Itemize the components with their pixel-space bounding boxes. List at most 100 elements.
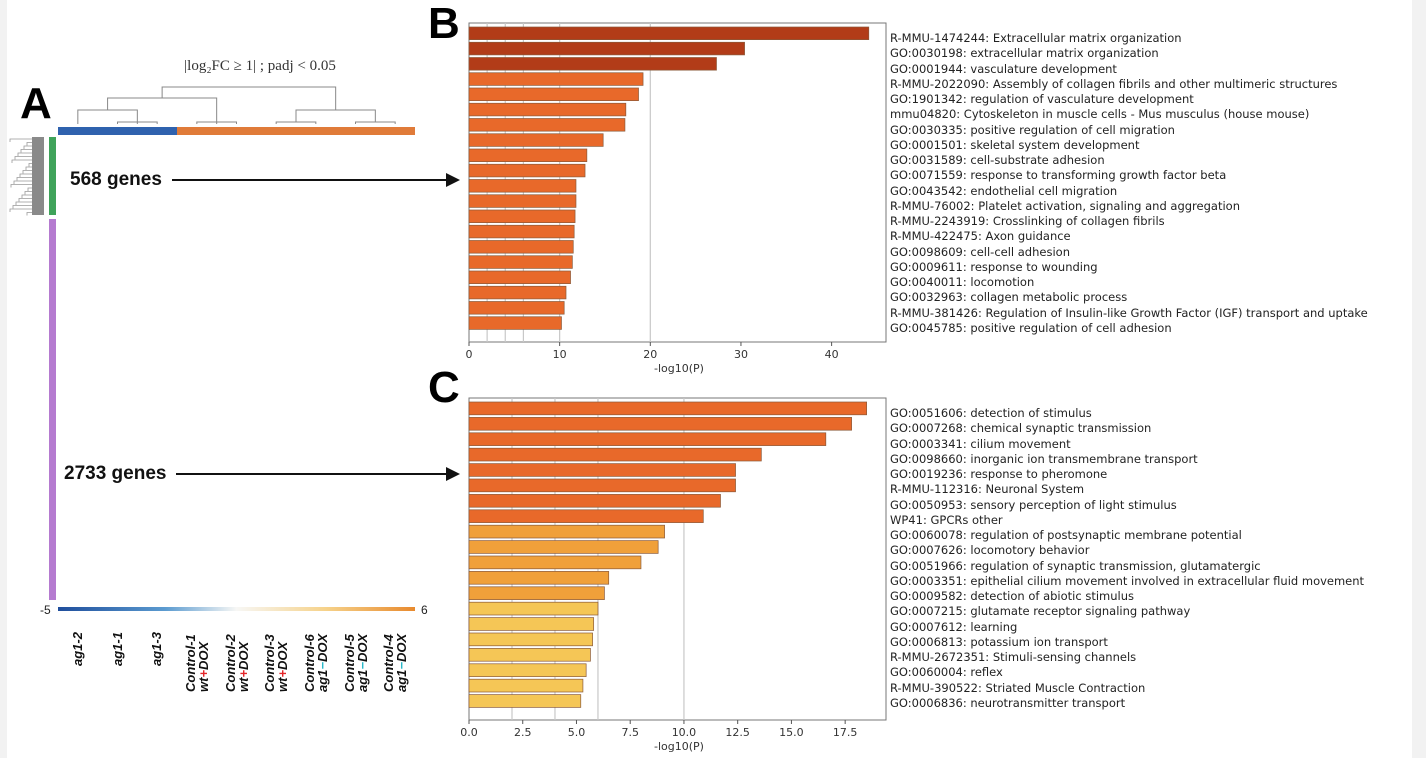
term-label: GO:0050953: sensory perception of light …: [890, 497, 1177, 512]
bar: [468, 586, 605, 600]
bar: [468, 316, 562, 330]
x-axis-title: -log10(P): [654, 362, 704, 375]
term-label: R-MMU-2243919: Crosslinking of collagen …: [890, 214, 1165, 228]
bar: [468, 179, 577, 193]
bar: [468, 87, 639, 101]
dendrogram-branch: [13, 180, 32, 184]
term-label: GO:0006813: potassium ion transport: [890, 634, 1108, 649]
x-tick-label: 17.5: [833, 726, 858, 739]
arrow-568-head: [446, 173, 460, 187]
panel-label-c: C: [428, 363, 460, 412]
term-label: R-MMU-422475: Axon guidance: [890, 229, 1071, 244]
bar: [468, 509, 704, 523]
sample-name: Control-1: [182, 634, 198, 692]
sample-condition: wt+DOX: [195, 641, 211, 692]
dendrogram-branch: [355, 121, 396, 124]
sample-name: ag1-1: [109, 632, 125, 666]
cluster-bar-down: [49, 219, 56, 600]
dendrogram-branch: [14, 156, 32, 160]
term-label: GO:0043542: endothelial cell migration: [890, 183, 1118, 198]
bar: [468, 133, 604, 147]
bar: [468, 209, 576, 223]
term-label: GO:0045785: positive regulation of cell …: [890, 320, 1172, 335]
sample-condition: wt+DOX: [235, 641, 251, 692]
bar: [468, 102, 627, 117]
x-tick-label: 40: [825, 348, 839, 361]
sample-condition: ag1−DOX: [314, 633, 330, 692]
sample-label: ag1-2: [69, 632, 85, 666]
dendrogram-branch: [23, 145, 32, 149]
cluster-label-2733: 2733 genes: [64, 463, 167, 484]
group-bar-ag1: [58, 127, 177, 135]
plot-frame: [468, 22, 887, 343]
dendrogram-branch: [275, 121, 317, 124]
term-label: GO:0007215: glutamate receptor signaling…: [890, 604, 1191, 619]
sample-label: Control-1 wt+DOX: [182, 634, 211, 692]
bar: [468, 285, 567, 300]
term-label: GO:0051966: regulation of synaptic trans…: [890, 558, 1261, 573]
term-label: R-MMU-2672351: Stimuli-sensing channels: [890, 650, 1137, 664]
x-axis-title: -log10(P): [654, 740, 704, 753]
term-label: GO:0071559: response to transforming gro…: [890, 168, 1227, 183]
bar: [468, 163, 586, 178]
sample-name: ag1-2: [69, 632, 85, 666]
color-scale-min: -5: [40, 603, 51, 617]
x-tick-label: 5.0: [568, 726, 586, 739]
bar: [468, 148, 588, 162]
term-label: GO:1901342: regulation of vasculature de…: [890, 92, 1194, 106]
bar: [468, 478, 736, 493]
sample-condition: ag1−DOX: [354, 633, 370, 692]
arrow-2733-head: [446, 467, 460, 481]
x-tick-label: 20: [643, 348, 657, 361]
bar: [468, 57, 717, 71]
bar: [468, 432, 827, 446]
term-label: GO:0006836: neurotransmitter transport: [890, 695, 1126, 710]
term-label: GO:0030335: positive regulation of cell …: [890, 122, 1175, 137]
bar: [468, 632, 593, 647]
bar: [468, 648, 591, 662]
dendrogram-branch: [18, 198, 32, 202]
term-label: mmu04820: Cytoskeleton in muscle cells -…: [890, 107, 1310, 122]
heatmap-filter-title: |log₂FC ≥ 1| ; padj < 0.05: [184, 58, 336, 74]
term-label: GO:0001501: skeletal system development: [890, 137, 1140, 152]
dendrogram-branch: [22, 170, 32, 174]
sample-label: ag1-3: [149, 632, 164, 666]
term-label: GO:0031589: cell-substrate adhesion: [890, 153, 1105, 167]
sample-label: Control-5 ag1−DOX: [342, 633, 370, 692]
sample-name: Control-6: [301, 634, 317, 692]
bar: [468, 255, 573, 269]
dendrogram-branch: [16, 177, 32, 181]
dendrogram-branch: [24, 191, 32, 195]
dendrogram-branch: [9, 138, 32, 142]
dendrogram-branch: [17, 152, 32, 156]
term-label: GO:0060004: reflex: [890, 665, 1003, 680]
term-label: GO:0040011: locomotion: [890, 275, 1035, 289]
dendrogram-branch: [27, 187, 32, 191]
dendrogram-branch: [15, 201, 32, 205]
bar: [468, 447, 762, 462]
term-label: GO:0030198: extracellular matrix organiz…: [890, 46, 1159, 61]
term-label: GO:0019236: response to pheromone: [890, 467, 1108, 481]
dendrogram-branch: [12, 205, 32, 209]
sample-name: Control-2: [222, 634, 238, 692]
term-label: GO:0098609: cell-cell adhesion: [890, 244, 1070, 259]
sample-label: Control-6 ag1−DOX: [301, 633, 330, 692]
bar: [468, 401, 867, 416]
bar: [468, 72, 644, 86]
term-label: GO:0007268: chemical synaptic transmissi…: [890, 421, 1152, 436]
term-label: GO:0032963: collagen metabolic process: [890, 290, 1128, 305]
bar: [468, 240, 574, 254]
row-dendrogram: [9, 137, 44, 216]
dendrogram-branch: [21, 194, 32, 198]
right-margin-strip: [1412, 0, 1426, 758]
bar: [468, 678, 584, 693]
bar: [468, 224, 575, 239]
bar: [468, 463, 736, 477]
sample-label: Control-2 wt+DOX: [222, 634, 251, 692]
bar: [468, 194, 577, 208]
dendrogram-branch: [9, 208, 32, 212]
term-label: GO:0007626: locomotory behavior: [890, 543, 1090, 558]
bar: [468, 540, 659, 554]
term-label: GO:0007612: learning: [890, 619, 1018, 634]
dendrogram-branch: [28, 163, 32, 167]
